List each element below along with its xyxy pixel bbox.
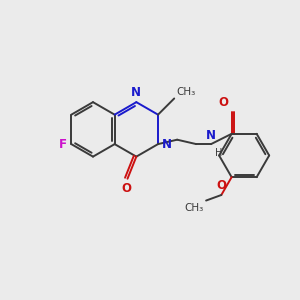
Text: O: O xyxy=(216,179,226,192)
Text: F: F xyxy=(59,138,67,151)
Text: N: N xyxy=(131,85,141,99)
Text: N: N xyxy=(206,129,215,142)
Text: N: N xyxy=(161,138,172,151)
Text: O: O xyxy=(218,96,228,109)
Text: H: H xyxy=(215,148,223,158)
Text: CH₃: CH₃ xyxy=(184,203,204,213)
Text: CH₃: CH₃ xyxy=(177,87,196,97)
Text: O: O xyxy=(121,182,131,195)
